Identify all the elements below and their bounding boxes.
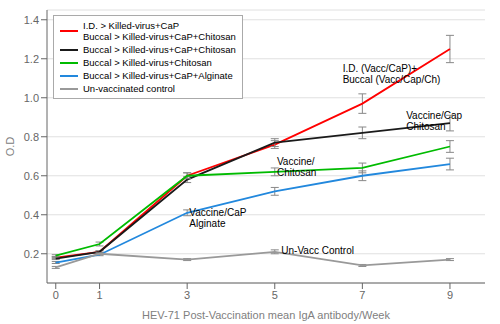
svg-text:0.8: 0.8	[24, 131, 39, 143]
html-text:Un-vaccinated control: Un-vaccinated control	[83, 83, 175, 94]
html-text:I.D. > Killed-virus+CaP Buccal: I.D. > Killed-virus+CaP Buccal > Killed-…	[83, 20, 236, 42]
svg-text:0.2: 0.2	[24, 248, 39, 260]
svg-text:9: 9	[447, 289, 453, 301]
svg-text:5: 5	[272, 289, 278, 301]
svg-text:O.D: O.D	[4, 137, 16, 157]
svg-text:Vaccine/CapChitosan: Vaccine/CapChitosan	[406, 110, 462, 132]
svg-text:1.0: 1.0	[24, 92, 39, 104]
svg-text:I.D. (Vacc/CaP)+Buccal (Vacc/C: I.D. (Vacc/CaP)+Buccal (Vacc/Cap/Ch)	[343, 63, 441, 85]
html-text:Buccal > Killed-virus+CaP+Chit: Buccal > Killed-virus+CaP+Chitosan	[83, 44, 236, 55]
svg-text:Un-Vacc Control: Un-Vacc Control	[281, 245, 354, 256]
svg-text:7: 7	[359, 289, 365, 301]
svg-text:0: 0	[53, 289, 59, 301]
svg-text:0.4: 0.4	[24, 209, 39, 221]
svg-text:Vaccine/Chitosan: Vaccine/Chitosan	[277, 156, 316, 178]
svg-text:HEV-71 Post-Vaccination mean I: HEV-71 Post-Vaccination mean IgA antibod…	[142, 309, 390, 321]
svg-text:1: 1	[96, 289, 102, 301]
html-text:Buccal > Killed-virus+CaP+Algi: Buccal > Killed-virus+CaP+Alginate	[83, 70, 233, 81]
html-text:Buccal > Killed-virus+Chitosan: Buccal > Killed-virus+Chitosan	[83, 57, 212, 68]
svg-text:1.4: 1.4	[24, 14, 39, 26]
svg-text:Vaccine/CaPAlginate: Vaccine/CaPAlginate	[189, 207, 246, 229]
svg-text:3: 3	[184, 289, 190, 301]
svg-text:1.2: 1.2	[24, 53, 39, 65]
svg-text:0.6: 0.6	[24, 170, 39, 182]
